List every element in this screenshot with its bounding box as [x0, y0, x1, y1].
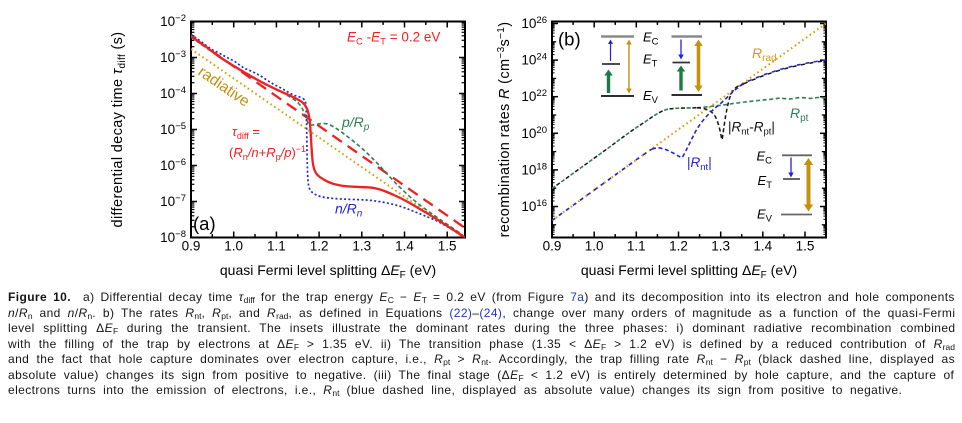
svg-text:1016: 1016: [521, 198, 547, 214]
svg-text:1.5: 1.5: [796, 239, 815, 254]
svg-text:1.3: 1.3: [711, 239, 730, 254]
svg-text:(Rn/n+Rp/p)−1: (Rn/n+Rp/p)−1: [229, 144, 306, 162]
svg-text:1.0: 1.0: [585, 239, 604, 254]
svg-text:10−3: 10−3: [160, 49, 186, 65]
svg-text:quasi Fermi level splitting ΔE: quasi Fermi level splitting ΔEF (eV): [581, 262, 797, 281]
svg-text:0.9: 0.9: [543, 239, 562, 254]
svg-text:10−4: 10−4: [160, 85, 186, 101]
svg-text:ET: ET: [643, 52, 658, 70]
svg-text:(a): (a): [193, 213, 216, 234]
svg-text:1018: 1018: [521, 161, 547, 177]
svg-text:EC: EC: [756, 149, 772, 167]
svg-text:differential decay time τdiff: differential decay time τdiff (s): [110, 32, 128, 228]
svg-text:τdiff =: τdiff =: [232, 124, 260, 141]
svg-text:radiative: radiative: [195, 63, 253, 110]
svg-text:EC -ET = 0.2 eV: EC -ET = 0.2 eV: [347, 30, 440, 48]
svg-text:1.3: 1.3: [352, 239, 371, 254]
svg-text:p/Rp: p/Rp: [341, 114, 370, 133]
svg-text:(b): (b): [558, 29, 581, 50]
svg-text:1.0: 1.0: [224, 239, 243, 254]
svg-text:Rrad: Rrad: [752, 45, 777, 64]
svg-text:|Rnt-Rpt|: |Rnt-Rpt|: [728, 120, 775, 138]
svg-text:1.4: 1.4: [753, 239, 772, 254]
svg-text:n/Rn: n/Rn: [335, 201, 363, 220]
svg-text:0.9: 0.9: [182, 239, 201, 254]
svg-text:10−5: 10−5: [160, 121, 186, 137]
svg-text:1.1: 1.1: [267, 239, 286, 254]
svg-text:10−7: 10−7: [160, 193, 186, 209]
svg-text:EV: EV: [643, 88, 659, 106]
svg-text:1.5: 1.5: [438, 239, 457, 254]
svg-text:EV: EV: [757, 207, 773, 225]
svg-text:ET: ET: [758, 173, 773, 191]
svg-text:EC: EC: [643, 30, 659, 48]
svg-text:Rpt: Rpt: [790, 105, 809, 124]
svg-text:1.1: 1.1: [627, 239, 646, 254]
svg-text:1.2: 1.2: [310, 239, 329, 254]
svg-text:10−6: 10−6: [160, 157, 186, 173]
svg-text:1024: 1024: [521, 52, 547, 68]
svg-text:|Rnt|: |Rnt|: [687, 155, 712, 173]
svg-text:1020: 1020: [521, 125, 547, 141]
svg-text:1.4: 1.4: [395, 239, 414, 254]
svg-text:10−2: 10−2: [160, 13, 186, 29]
svg-text:1022: 1022: [521, 88, 547, 104]
svg-text:quasi Fermi level splitting ΔE: quasi Fermi level splitting ΔEF (eV): [220, 262, 436, 281]
svg-text:1.2: 1.2: [669, 239, 688, 254]
svg-text:1026: 1026: [521, 15, 547, 31]
svg-text:recombination rates R (cm−3s−1: recombination rates R (cm−3s−1): [496, 22, 513, 238]
